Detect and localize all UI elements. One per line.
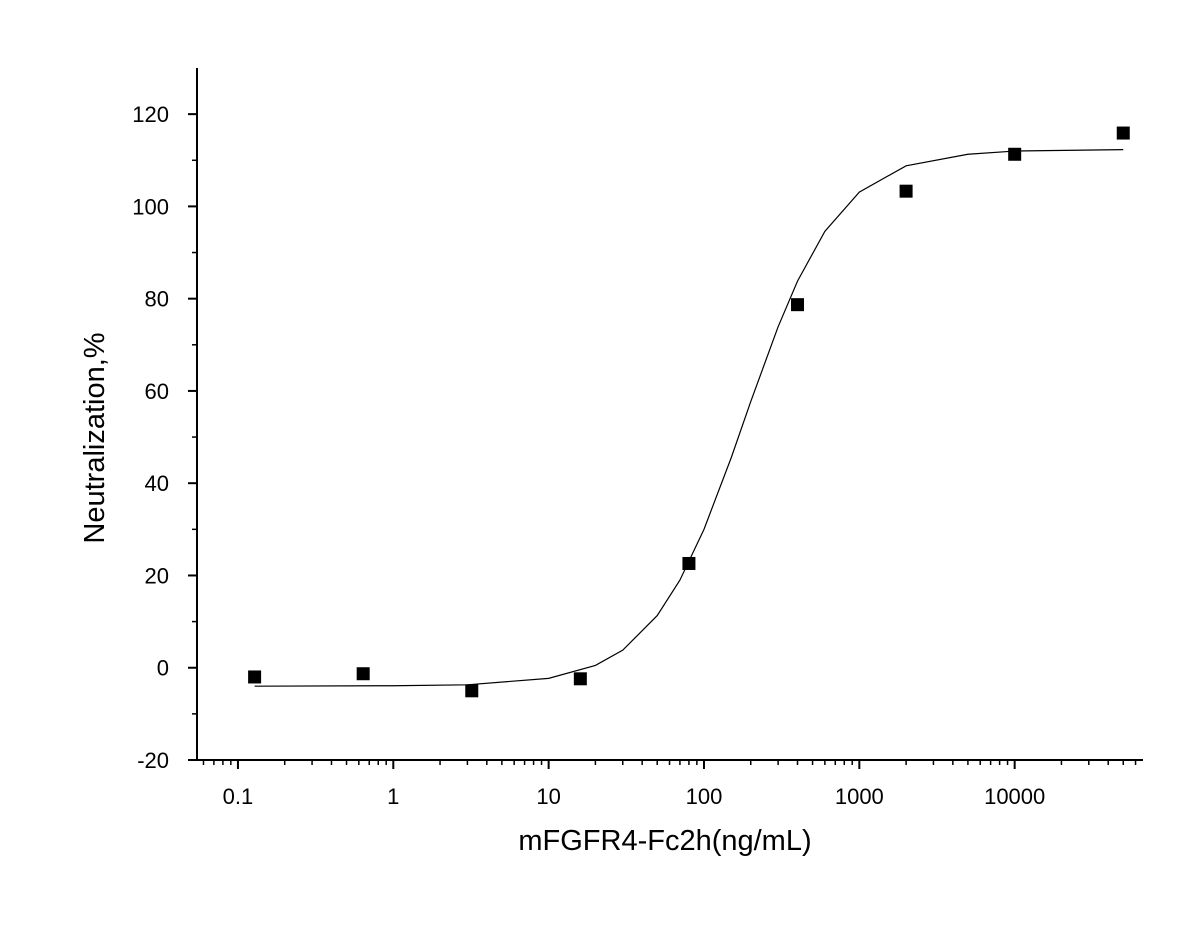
y-tick-label: 40	[145, 471, 169, 496]
y-axis-title: Neutralization,%	[79, 332, 111, 543]
x-axis-title: mFGFR4-Fc2h(ng/mL)	[518, 825, 811, 857]
data-point	[1116, 126, 1130, 140]
data-point	[682, 556, 696, 570]
x-tick-label: 100	[686, 784, 723, 809]
y-tick-label: 0	[157, 656, 169, 681]
fit-curve	[254, 149, 1124, 687]
data-point	[791, 298, 805, 312]
x-tick-label: 1000	[835, 784, 884, 809]
y-tick-label: -20	[137, 748, 169, 773]
data-point	[899, 184, 913, 198]
data-point	[465, 684, 479, 698]
data-point	[573, 672, 587, 686]
y-tick-label: 80	[145, 287, 169, 312]
data-point	[356, 667, 370, 681]
x-tick-label: 10	[536, 784, 560, 809]
x-tick-label: 10000	[984, 784, 1045, 809]
data-point	[1008, 147, 1022, 161]
x-tick-label: 1	[387, 784, 399, 809]
y-tick-label: 120	[132, 102, 169, 127]
y-tick-label: 100	[132, 194, 169, 219]
y-tick-label: 20	[145, 563, 169, 588]
y-tick-label: 60	[145, 379, 169, 404]
data-point	[248, 670, 262, 684]
x-tick-label: 0.1	[223, 784, 254, 809]
